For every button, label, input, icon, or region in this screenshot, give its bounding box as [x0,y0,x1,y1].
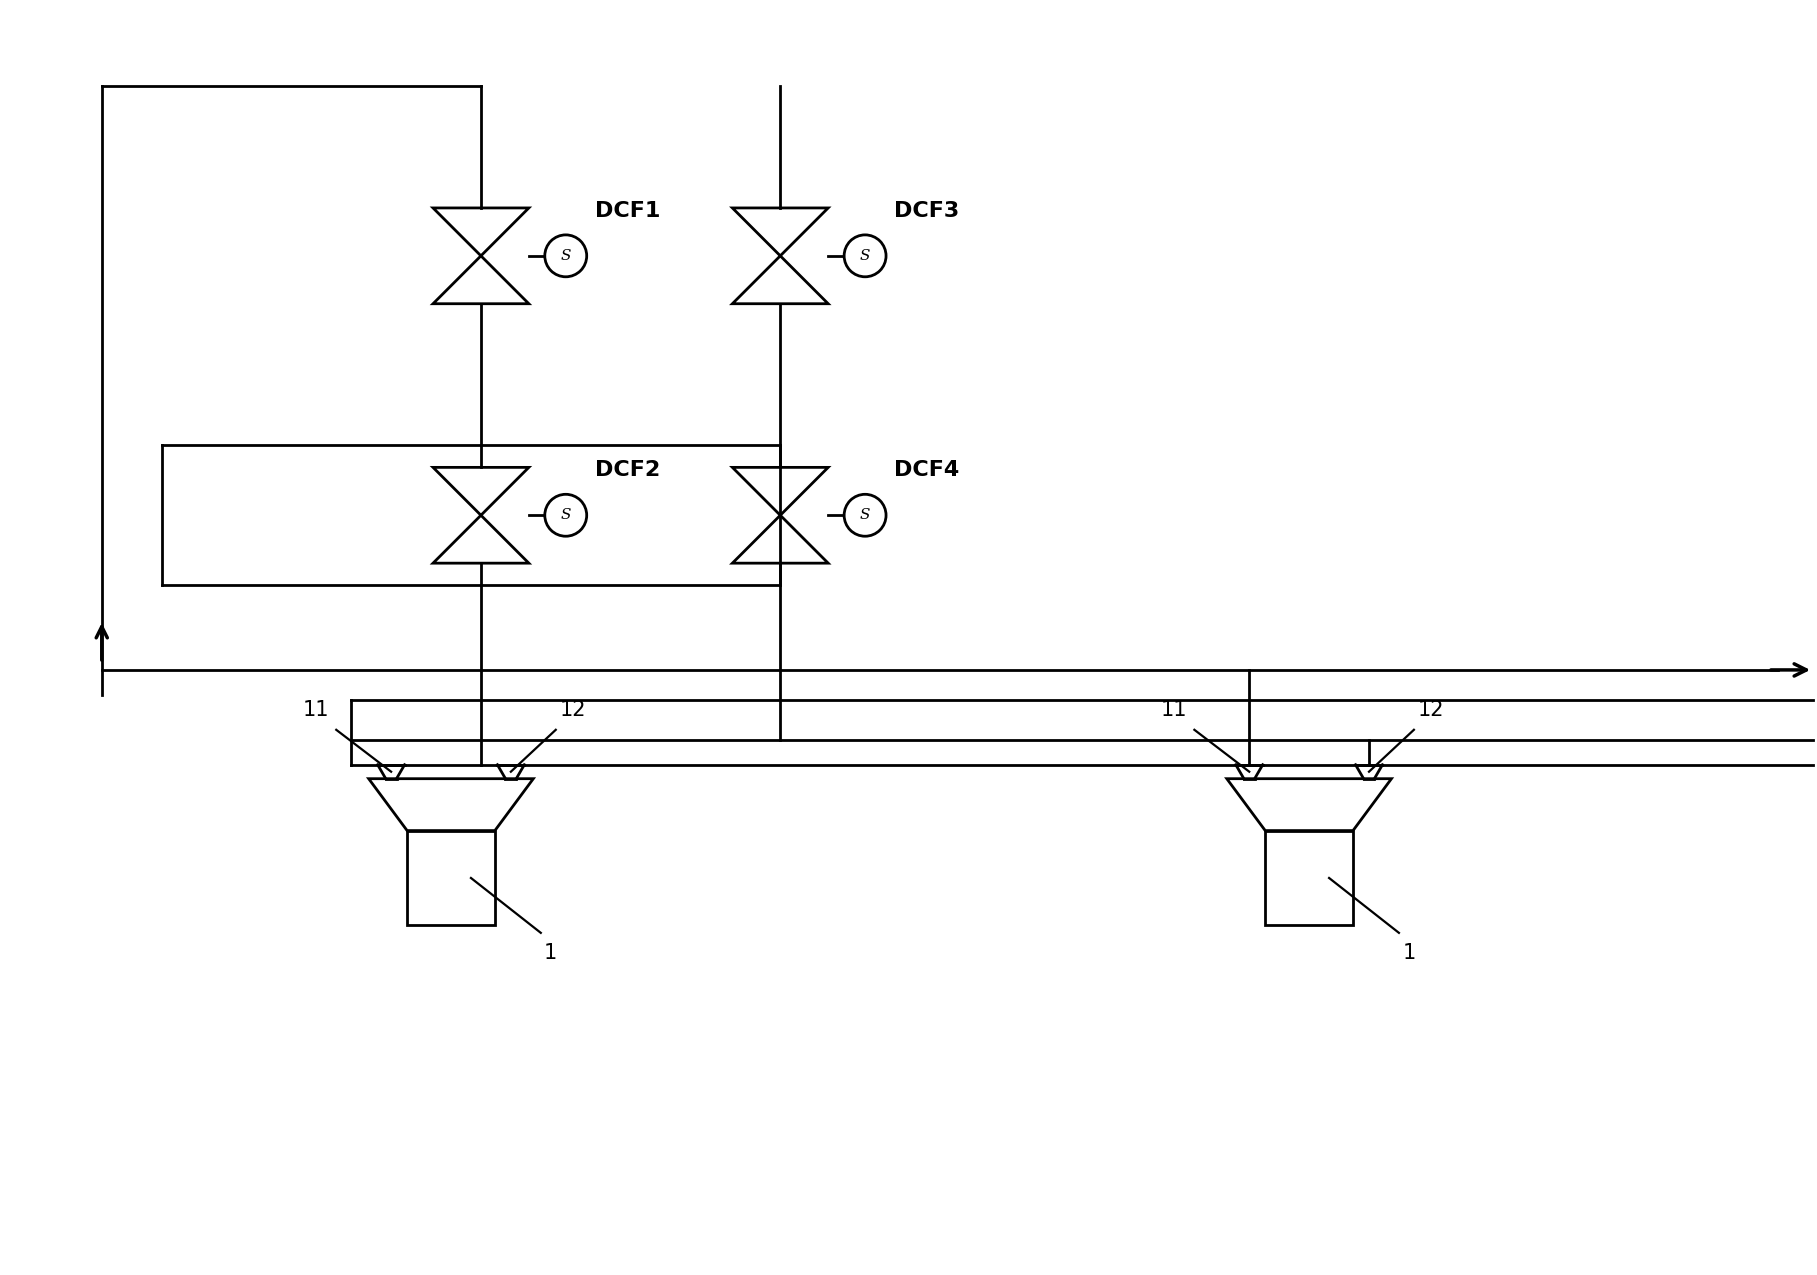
Circle shape [845,235,887,277]
Text: S: S [859,249,870,263]
Text: 1: 1 [1403,942,1415,963]
Text: DCF4: DCF4 [894,460,959,481]
Circle shape [845,495,887,537]
Text: DCF1: DCF1 [594,201,660,221]
Text: DCF3: DCF3 [894,201,959,221]
Text: 1: 1 [543,942,558,963]
Circle shape [545,495,587,537]
Text: 12: 12 [1417,700,1445,720]
Text: 11: 11 [1161,700,1188,720]
Text: S: S [859,509,870,523]
Text: 11: 11 [303,700,329,720]
Circle shape [545,235,587,277]
Text: S: S [560,509,571,523]
Text: S: S [560,249,571,263]
Text: DCF2: DCF2 [594,460,660,481]
Text: 12: 12 [560,700,587,720]
